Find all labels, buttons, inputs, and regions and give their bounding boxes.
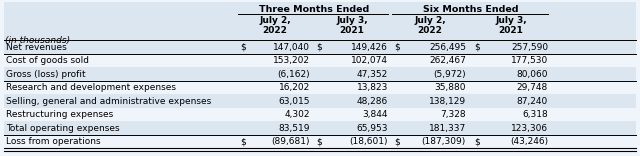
Text: 47,352: 47,352 <box>356 70 388 79</box>
Text: 48,286: 48,286 <box>356 97 388 106</box>
Text: 149,426: 149,426 <box>351 43 388 52</box>
Text: $: $ <box>316 43 322 52</box>
Text: 65,953: 65,953 <box>356 124 388 133</box>
Text: July 2,
2022: July 2, 2022 <box>259 16 291 35</box>
Text: July 3,
2021: July 3, 2021 <box>495 16 527 35</box>
Text: Three Months Ended: Three Months Ended <box>259 5 369 14</box>
Text: 7,328: 7,328 <box>440 110 466 119</box>
Text: 256,495: 256,495 <box>429 43 466 52</box>
Text: 80,060: 80,060 <box>516 70 548 79</box>
Text: Net revenues: Net revenues <box>6 43 67 52</box>
Text: $: $ <box>394 43 400 52</box>
Text: Six Months Ended: Six Months Ended <box>423 5 519 14</box>
Text: 4,302: 4,302 <box>285 110 310 119</box>
Text: July 2,
2022: July 2, 2022 <box>414 16 446 35</box>
Text: 147,040: 147,040 <box>273 43 310 52</box>
Bar <box>4 94 636 107</box>
Text: 138,129: 138,129 <box>429 97 466 106</box>
Text: 6,318: 6,318 <box>522 110 548 119</box>
Text: Cost of goods sold: Cost of goods sold <box>6 56 89 65</box>
Text: (6,162): (6,162) <box>277 70 310 79</box>
Text: Gross (loss) profit: Gross (loss) profit <box>6 70 86 79</box>
Text: Total operating expenses: Total operating expenses <box>6 124 120 133</box>
Text: (5,972): (5,972) <box>433 70 466 79</box>
Text: July 3,
2021: July 3, 2021 <box>336 16 368 35</box>
Text: 29,748: 29,748 <box>516 83 548 92</box>
Text: (43,246): (43,246) <box>510 137 548 146</box>
Text: (187,309): (187,309) <box>422 137 466 146</box>
Text: $: $ <box>474 43 480 52</box>
Text: 16,202: 16,202 <box>279 83 310 92</box>
Text: Selling, general and administrative expenses: Selling, general and administrative expe… <box>6 97 211 106</box>
Bar <box>4 67 636 80</box>
Bar <box>4 121 636 134</box>
Text: (89,681): (89,681) <box>271 137 310 146</box>
Text: Loss from operations: Loss from operations <box>6 137 100 146</box>
Text: 13,823: 13,823 <box>356 83 388 92</box>
Text: 177,530: 177,530 <box>511 56 548 65</box>
Bar <box>4 2 636 40</box>
Text: 83,519: 83,519 <box>278 124 310 133</box>
Text: $: $ <box>240 137 246 146</box>
Text: $: $ <box>474 137 480 146</box>
Text: 3,844: 3,844 <box>362 110 388 119</box>
Text: 153,202: 153,202 <box>273 56 310 65</box>
Text: Restructuring expenses: Restructuring expenses <box>6 110 113 119</box>
Text: $: $ <box>394 137 400 146</box>
Text: 257,590: 257,590 <box>511 43 548 52</box>
Text: 35,880: 35,880 <box>435 83 466 92</box>
Text: (18,601): (18,601) <box>349 137 388 146</box>
Text: 102,074: 102,074 <box>351 56 388 65</box>
Text: 262,467: 262,467 <box>429 56 466 65</box>
Text: Research and development expenses: Research and development expenses <box>6 83 176 92</box>
Text: $: $ <box>240 43 246 52</box>
Text: $: $ <box>316 137 322 146</box>
Text: 181,337: 181,337 <box>429 124 466 133</box>
Text: 87,240: 87,240 <box>516 97 548 106</box>
Bar <box>4 40 636 54</box>
Text: 63,015: 63,015 <box>278 97 310 106</box>
Text: (in thousands): (in thousands) <box>5 36 70 45</box>
Text: 123,306: 123,306 <box>511 124 548 133</box>
